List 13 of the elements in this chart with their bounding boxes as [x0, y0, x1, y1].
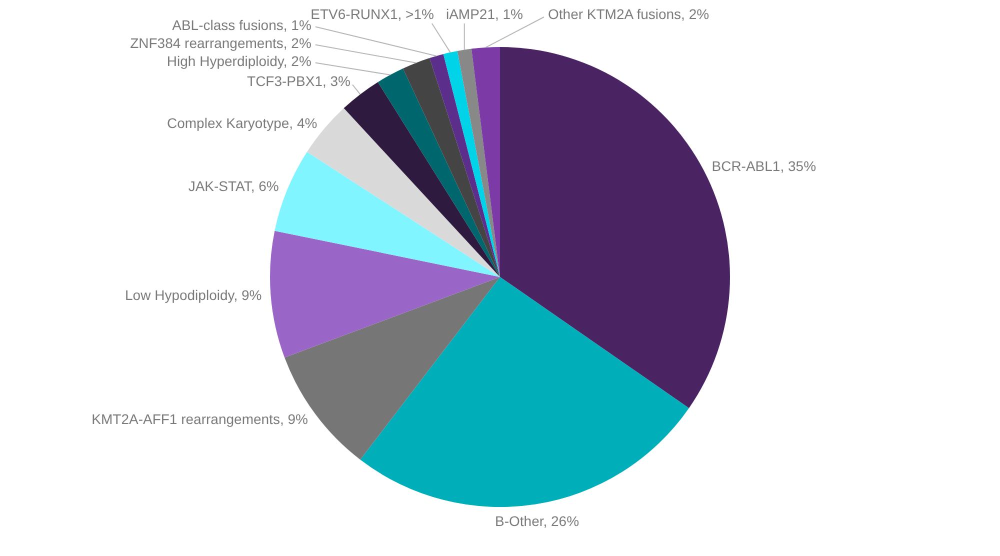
slice-label: BCR-ABL1, 35%	[712, 158, 816, 175]
slice-label: Complex Karyotype, 4%	[167, 114, 318, 132]
slice-label: B-Other, 26%	[495, 513, 580, 530]
slice-label: TCF3-PBX1, 3%	[247, 73, 350, 90]
slice-label: ETV6-RUNX1, >1%	[310, 6, 434, 22]
slice-label: ABL-class fusions, 1%	[172, 17, 312, 34]
slice-label: Low Hypodiploidy, 9%	[125, 287, 262, 304]
slice-label: High Hyperdiploidy, 2%	[166, 53, 312, 70]
slice-label: Other KTM2A fusions, 2%	[548, 6, 710, 22]
slice-label: JAK-STAT, 6%	[188, 178, 279, 195]
slice-label: ZNF384 rearrangements, 2%	[130, 35, 312, 52]
slice-label: iAMP21, 1%	[446, 6, 523, 22]
slice-label: KMT2A-AFF1 rearrangements, 9%	[92, 410, 308, 428]
